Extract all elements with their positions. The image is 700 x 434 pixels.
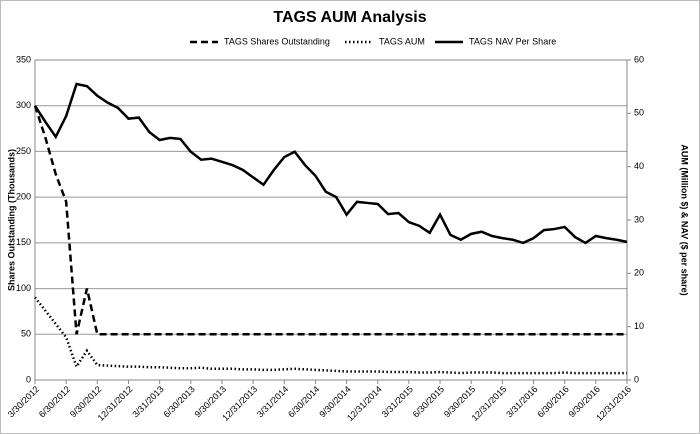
legend-label: TAGS Shares Outstanding — [224, 36, 330, 46]
y2-axis-title: AUM (Million $) & NAV ($ per share) — [680, 144, 690, 295]
y-tick-label: 350 — [16, 54, 31, 64]
legend-label: TAGS NAV Per Share — [469, 36, 556, 46]
y-tick-label: 300 — [16, 100, 31, 110]
y-tick-label: 250 — [16, 146, 31, 156]
y2-tick-label: 60 — [634, 54, 644, 64]
y2-tick-label: 30 — [634, 214, 644, 224]
series-line — [33, 82, 628, 245]
y-tick-label: 100 — [16, 283, 31, 293]
y2-tick-label: 40 — [634, 161, 644, 171]
series-line — [33, 105, 627, 336]
legend-label: TAGS AUM — [379, 36, 425, 46]
y2-tick-label: 0 — [634, 374, 639, 384]
y-tick-label: 0 — [26, 374, 31, 384]
y-tick-label: 150 — [16, 237, 31, 247]
y2-tick-label: 20 — [634, 268, 644, 278]
y2-tick-label: 10 — [634, 321, 644, 331]
y-axis-title: Shares Outstanding (Thousands) — [6, 149, 16, 291]
series-line — [34, 296, 627, 375]
chart-title: TAGS AUM Analysis — [273, 9, 426, 26]
plot-frame — [34, 59, 628, 381]
y-tick-label: 200 — [16, 192, 31, 202]
y2-tick-label: 50 — [634, 108, 644, 118]
y-tick-label: 50 — [21, 329, 31, 339]
